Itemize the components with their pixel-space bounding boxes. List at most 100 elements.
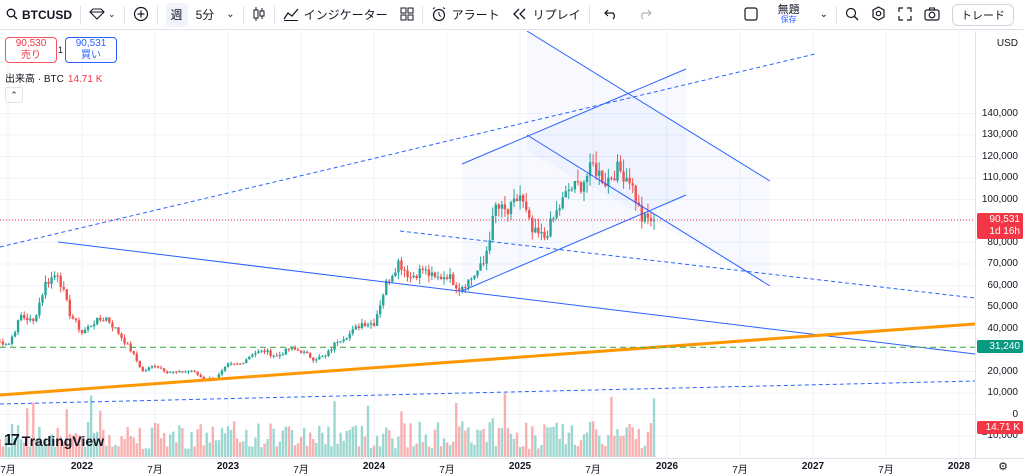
price-axis[interactable]: USD 140,000 130,000 120,000 110,000 100,000 9… — [975, 31, 1024, 458]
candle-body — [290, 347, 294, 350]
chart-type-button[interactable] — [246, 0, 272, 30]
volume-bar — [591, 421, 595, 457]
snapshot-button[interactable] — [918, 0, 946, 30]
volume-bar — [503, 393, 507, 457]
trade-button[interactable]: トレード — [952, 3, 1014, 26]
camera-icon — [924, 7, 940, 23]
volume-bar — [150, 427, 154, 457]
candle-body — [491, 215, 494, 241]
templates-button[interactable] — [394, 0, 420, 30]
chevron-down-icon: ⌄ — [819, 8, 828, 20]
candle-body — [19, 314, 23, 321]
volume-bar — [187, 448, 190, 457]
volume-bar — [512, 438, 516, 457]
compare-button[interactable] — [127, 0, 155, 30]
save-status: 保存 — [780, 15, 797, 25]
volume-bar — [239, 442, 242, 457]
volume-bar — [13, 438, 17, 457]
candle-body — [315, 359, 318, 361]
settings-button[interactable] — [865, 0, 892, 30]
candle-body — [461, 287, 464, 291]
divider — [242, 5, 244, 24]
volume-bar — [223, 433, 227, 457]
candle-body — [263, 350, 266, 353]
candle-body — [32, 318, 35, 322]
chart-grid — [0, 31, 975, 458]
chart-canvas[interactable] — [0, 31, 975, 458]
volume-bar — [601, 443, 604, 457]
trendline-drawings — [0, 31, 975, 405]
volume-bar — [518, 447, 522, 457]
indicators-button[interactable]: インジケーター — [277, 0, 394, 30]
candle-body — [345, 338, 348, 340]
sell-price: 90,530 — [15, 38, 47, 49]
time-label: 7月 — [147, 465, 163, 476]
indicators-icon — [283, 7, 299, 23]
candle-body — [196, 371, 199, 375]
candle-body — [132, 351, 135, 354]
volume-bar — [269, 423, 272, 457]
volume-bar — [242, 441, 245, 457]
candle-body — [448, 274, 452, 279]
volume-bar — [117, 446, 120, 457]
volume-bar — [445, 442, 449, 457]
save-layout-button[interactable]: 無題 保存 — [764, 0, 814, 30]
replay-button[interactable]: リプレイ — [506, 0, 587, 30]
fullscreen-button[interactable] — [892, 0, 918, 30]
candle-body — [56, 275, 59, 277]
volume-bar — [604, 445, 607, 457]
interval-week-button[interactable]: 週 — [165, 2, 188, 27]
volume-bar — [147, 448, 151, 457]
candle-body — [245, 359, 248, 364]
collapse-legend-button[interactable]: ⌃ — [5, 87, 23, 103]
volume-bar — [324, 444, 327, 457]
volume-bar — [585, 432, 589, 457]
tradingview-logo[interactable]: 17 TradingView — [4, 432, 104, 450]
candle-body — [226, 363, 230, 367]
quick-search-button[interactable] — [839, 0, 865, 30]
channel-line — [461, 68, 687, 165]
time-label: 7月 — [732, 465, 748, 476]
layout-button[interactable] — [738, 0, 764, 30]
buy-button[interactable]: 90,531 買い — [65, 37, 117, 63]
volume-bar — [169, 434, 172, 457]
sell-button[interactable]: 90,530 売り — [5, 37, 57, 63]
currency-label[interactable]: USD — [996, 38, 1018, 49]
symbol-search[interactable]: BTCUSD — [0, 0, 78, 30]
undo-button[interactable] — [592, 0, 630, 30]
interval-5min-button[interactable]: 5分 — [195, 8, 215, 22]
volume-legend[interactable]: 出来高 · BTC 14.71 K — [5, 70, 102, 85]
candle-body — [281, 354, 285, 356]
time-label: 7月 — [585, 465, 601, 476]
volume-bar — [47, 445, 50, 457]
candle-body — [74, 318, 78, 321]
symbol-type-button[interactable]: ⌄ — [83, 0, 122, 30]
alert-button[interactable]: アラート — [425, 0, 506, 30]
countdown-value: 1d 16h — [989, 225, 1020, 237]
candle-body — [153, 366, 157, 368]
candle-body — [269, 350, 272, 356]
candle-body — [223, 366, 227, 371]
replay-label: リプレイ — [532, 8, 581, 22]
candle-body — [540, 231, 543, 234]
price-tick: 20,000 — [987, 365, 1018, 377]
volume-bar — [412, 446, 415, 457]
redo-button[interactable] — [630, 0, 660, 30]
axis-settings-icon[interactable]: ⚙ — [998, 461, 1008, 473]
candle-body — [482, 263, 485, 265]
divider — [80, 5, 81, 24]
chart-pane[interactable] — [0, 31, 975, 458]
volume-bar — [372, 445, 376, 457]
candle-body — [412, 275, 415, 278]
square-icon — [744, 6, 758, 23]
volume-bar — [461, 421, 464, 457]
chevron-down-icon[interactable]: ⌄ — [226, 8, 235, 20]
volume-bar — [86, 422, 90, 457]
layout-menu-button[interactable]: ⌄ — [814, 0, 834, 30]
candle-body — [293, 347, 297, 350]
time-axis[interactable]: 7月 2022 7月 2023 7月 2024 7月 2025 7月 2026 7月 2027 7月 20… — [0, 458, 1024, 476]
volume-bar — [272, 428, 275, 457]
candle-body — [0, 341, 2, 343]
volume-bar — [366, 405, 370, 457]
volume-bar — [625, 427, 628, 457]
